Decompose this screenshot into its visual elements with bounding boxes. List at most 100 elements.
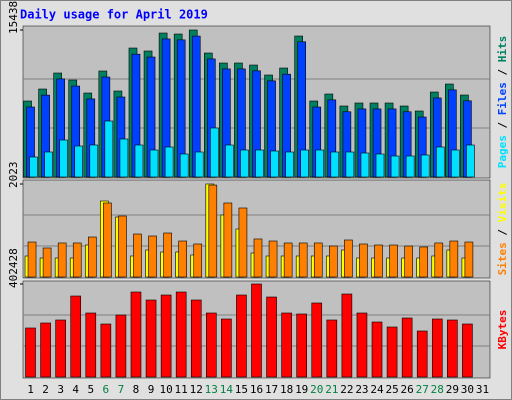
bar	[345, 151, 355, 178]
bar	[416, 330, 428, 378]
bar	[405, 155, 415, 178]
bar	[164, 146, 174, 178]
x-tick-label: 17	[265, 383, 278, 396]
bar	[103, 202, 112, 278]
x-tick-label: 7	[118, 383, 125, 396]
bar	[57, 242, 67, 278]
bar	[420, 154, 430, 178]
x-tick-label: 4	[72, 383, 79, 396]
y-tick-label: 402428	[7, 248, 20, 288]
bar	[163, 232, 172, 278]
bar	[313, 242, 323, 278]
bar	[223, 202, 233, 278]
bar	[25, 327, 36, 378]
bar	[72, 242, 82, 278]
bar	[100, 323, 112, 378]
legend: KBytes	[496, 310, 509, 350]
bar	[255, 149, 264, 178]
bar	[134, 144, 144, 178]
bar	[238, 207, 248, 278]
bar	[236, 294, 247, 378]
chart-title: Daily usage for April 2019	[20, 8, 208, 22]
x-tick-label: 5	[87, 383, 94, 396]
x-tick-label: 9	[148, 383, 155, 396]
bar	[85, 312, 97, 378]
x-tick-label: 20	[310, 383, 323, 396]
bar	[283, 242, 293, 278]
bar	[434, 242, 444, 278]
legend-separator: /	[496, 62, 509, 82]
legend-separator: /	[496, 115, 509, 135]
bar	[266, 296, 277, 378]
legend-entry: Hits	[496, 36, 509, 63]
y-tick-label: 2023	[7, 162, 20, 189]
bar	[285, 151, 294, 178]
legend: Sites / Visits	[496, 183, 509, 276]
bar	[175, 291, 187, 378]
bar	[225, 144, 234, 178]
bar	[356, 312, 368, 378]
bar	[451, 149, 460, 178]
bar	[130, 291, 142, 378]
bar	[389, 244, 398, 278]
bar	[27, 241, 37, 278]
bar	[419, 246, 429, 278]
bar	[148, 235, 157, 278]
y-tick-label: 15438	[7, 1, 20, 34]
bar	[326, 319, 338, 378]
x-tick-label: 6	[103, 383, 110, 396]
bar	[281, 312, 292, 378]
x-tick-label: 12	[190, 383, 203, 396]
x-tick-label: 15	[235, 383, 248, 396]
bar	[208, 184, 218, 278]
bar	[329, 245, 338, 278]
bar	[431, 318, 443, 378]
bar	[462, 323, 473, 378]
bar	[194, 151, 204, 178]
legend-entry: Sites	[496, 242, 509, 275]
bar	[466, 144, 475, 178]
bar	[149, 149, 159, 178]
bar	[55, 319, 66, 378]
x-tick-label: 25	[385, 383, 398, 396]
bar	[193, 243, 203, 278]
bar	[268, 240, 278, 278]
x-tick-label: 2	[42, 383, 49, 396]
bar	[464, 241, 474, 278]
x-tick-label: 1	[27, 383, 34, 396]
x-tick-label: 11	[175, 383, 188, 396]
x-tick-label: 28	[431, 383, 444, 396]
bar	[44, 151, 53, 178]
bar	[253, 238, 263, 278]
bar	[300, 149, 309, 178]
x-tick-label: 13	[205, 383, 218, 396]
bar	[344, 239, 353, 278]
legend: Pages / Files / Hits	[496, 36, 509, 169]
bar	[330, 151, 340, 178]
x-tick-label: 22	[340, 383, 353, 396]
bar	[40, 322, 51, 378]
bar	[190, 299, 202, 378]
bar	[74, 145, 84, 178]
bar	[118, 215, 127, 278]
legend-separator: /	[496, 222, 509, 242]
bar	[360, 152, 370, 178]
bar	[371, 321, 383, 378]
bar	[449, 240, 459, 278]
legend-entry: KBytes	[496, 310, 509, 350]
bar	[210, 127, 219, 178]
bar	[341, 293, 353, 378]
x-tick-label: 16	[250, 383, 263, 396]
bar	[59, 139, 68, 178]
x-tick-label: 30	[461, 383, 474, 396]
x-tick-label: 29	[446, 383, 459, 396]
bar	[311, 302, 323, 378]
bar	[115, 314, 127, 378]
x-tick-label: 19	[295, 383, 308, 396]
bar	[447, 319, 458, 378]
legend-entry: Files	[496, 82, 509, 115]
bar	[221, 318, 232, 378]
bar	[298, 242, 308, 278]
